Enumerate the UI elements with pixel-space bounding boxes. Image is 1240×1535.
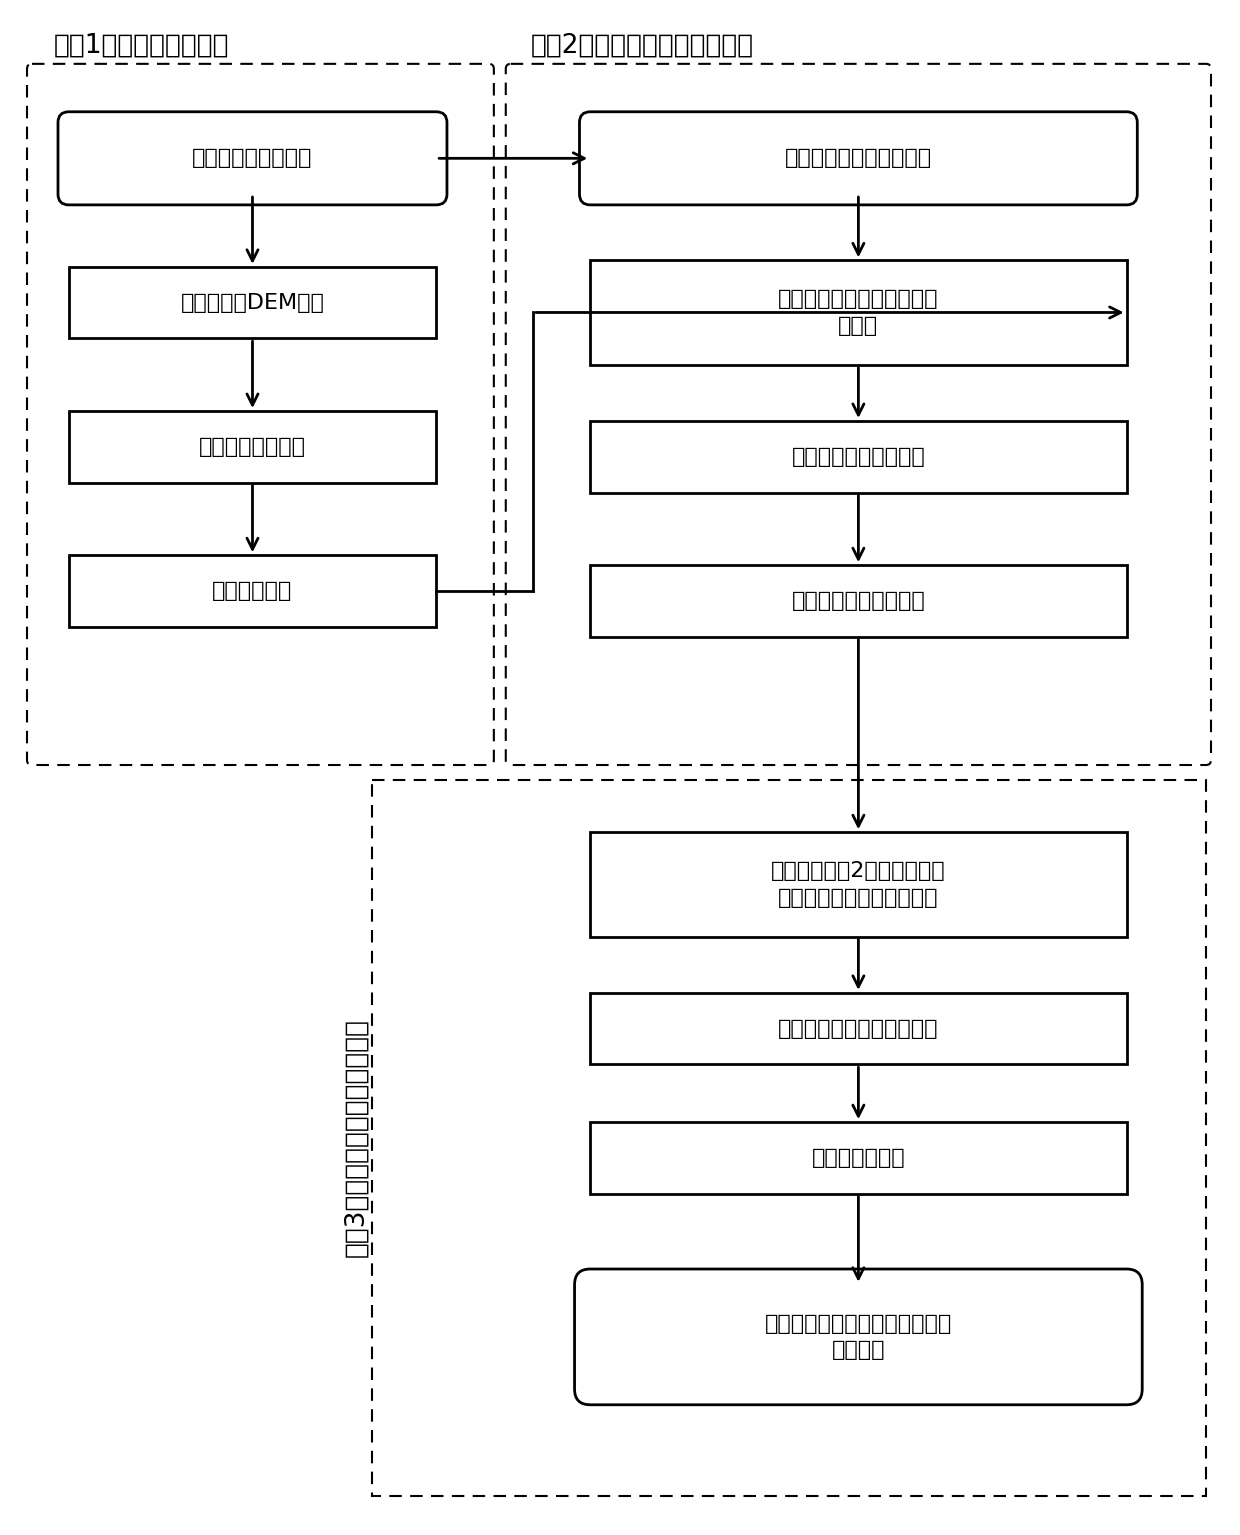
Text: 生成两机位间连接路线: 生成两机位间连接路线 [791,591,925,611]
Bar [68,411,436,482]
Bar [590,565,1127,637]
Text: 确定机位所属等高线树结点
的标号: 确定机位所属等高线树结点 的标号 [779,289,939,336]
Bar [372,780,1207,1497]
Text: 生成等高线地形图: 生成等高线地形图 [198,437,306,457]
Text: 重复执行步骤2设计出所有风
机机位中任意两机位间道路: 重复执行步骤2设计出所有风 机机位中任意两机位间道路 [771,861,946,907]
Text: 输出所有风机机位间的全局最优
连接道路: 输出所有风机机位间的全局最优 连接道路 [765,1314,952,1360]
Text: 步骤2：两机位间道路自动设计: 步骤2：两机位间道路自动设计 [531,32,754,58]
Bar [590,1122,1127,1194]
Bar [590,993,1127,1064]
Text: 提取风电场DEM数据: 提取风电场DEM数据 [181,293,325,313]
Bar [590,261,1127,365]
Text: 生成等高线树: 生成等高线树 [212,580,293,602]
Bar [590,832,1127,936]
FancyBboxPatch shape [579,112,1137,204]
Text: 分析两机位间道路走向: 分析两机位间道路走向 [791,447,925,467]
Text: 输入风电场卫星地图: 输入风电场卫星地图 [192,149,312,169]
FancyBboxPatch shape [58,112,446,204]
Text: 步骤1：地图数据预处理: 步骤1：地图数据预处理 [53,32,229,58]
Bar [590,421,1127,493]
Text: 输入风机机位的三维坐标: 输入风机机位的三维坐标 [785,149,932,169]
Text: 计算最小生成树: 计算最小生成树 [811,1148,905,1168]
FancyBboxPatch shape [574,1269,1142,1405]
Text: 步骤3：场内道路的全局最优选线: 步骤3：场内道路的全局最优选线 [343,1019,370,1257]
Text: 生成所有风机机位的完全图: 生成所有风机机位的完全图 [779,1019,939,1039]
Bar [68,556,436,626]
Bar [68,267,436,338]
